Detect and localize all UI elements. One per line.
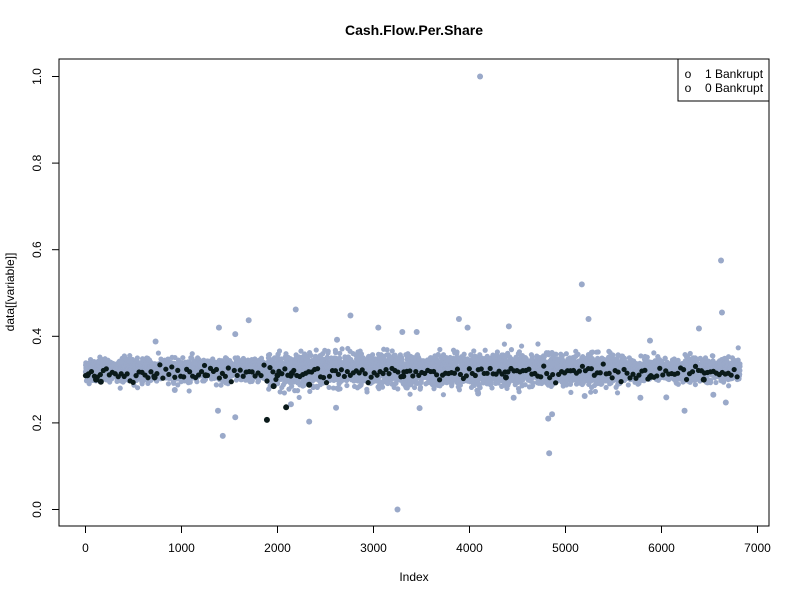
point-non-bankrupt (194, 379, 200, 385)
point-non-bankrupt (294, 388, 301, 394)
point-non-bankrupt (477, 385, 483, 391)
point-non-bankrupt (296, 394, 302, 401)
point-non-bankrupt (471, 348, 477, 354)
point-non-bankrupt (267, 351, 273, 358)
point-non-bankrupt (454, 349, 460, 355)
point-non-bankrupt (389, 348, 395, 354)
point-non-bankrupt (180, 355, 186, 361)
point-non-bankrupt (508, 347, 515, 353)
point-non-bankrupt (127, 353, 133, 359)
point-non-bankrupt (325, 348, 331, 354)
chart-title: Cash.Flow.Per.Share (345, 22, 483, 38)
point-non-bankrupt (307, 388, 313, 395)
point-non-bankrupt (568, 389, 574, 396)
point-non-bankrupt (313, 347, 319, 353)
point-non-bankrupt (407, 391, 413, 397)
point-non-bankrupt (337, 386, 343, 392)
point-non-bankrupt (440, 392, 447, 398)
point-non-bankrupt (344, 382, 350, 389)
point-non-bankrupt (563, 351, 569, 357)
point-non-bankrupt (202, 376, 209, 383)
point-non-bankrupt (233, 377, 239, 383)
point-non-bankrupt (186, 388, 192, 394)
point-non-bankrupt (501, 341, 508, 347)
point-non-bankrupt (171, 380, 177, 386)
point-non-bankrupt (218, 382, 224, 388)
point-non-bankrupt (456, 387, 462, 393)
point-non-bankrupt (249, 377, 255, 384)
point-non-bankrupt (326, 384, 332, 391)
point-non-bankrupt (518, 343, 525, 349)
point-non-bankrupt (276, 348, 283, 354)
point-non-bankrupt (155, 350, 162, 356)
point-non-bankrupt (339, 346, 345, 352)
point-non-bankrupt (535, 341, 541, 347)
point-non-bankrupt (364, 389, 370, 395)
point-non-bankrupt (189, 351, 195, 357)
point-non-bankrupt (437, 346, 443, 353)
point-non-bankrupt (175, 382, 181, 388)
point-non-bankrupt (369, 352, 376, 358)
point-non-bankrupt (337, 350, 343, 356)
point-non-bankrupt (379, 384, 386, 390)
point-non-bankrupt (117, 385, 123, 391)
point-non-bankrupt (384, 347, 390, 353)
point-non-bankrupt (134, 355, 140, 361)
point-non-bankrupt (165, 381, 172, 387)
point-non-bankrupt (516, 389, 522, 395)
point-non-bankrupt (417, 384, 424, 390)
point-non-bankrupt (553, 351, 559, 357)
point-non-bankrupt (281, 390, 287, 396)
point-non-bankrupt (213, 382, 219, 388)
point-non-bankrupt (395, 386, 401, 392)
point-non-bankrupt (530, 379, 536, 386)
point-non-bankrupt (494, 349, 500, 355)
point-non-bankrupt (575, 351, 581, 357)
point-non-bankrupt (86, 381, 92, 387)
point-non-bankrupt (134, 385, 141, 391)
point-non-bankrupt (482, 347, 488, 353)
plot-frame (58, 58, 770, 527)
points-layer (82, 73, 743, 513)
point-non-bankrupt (489, 385, 495, 391)
